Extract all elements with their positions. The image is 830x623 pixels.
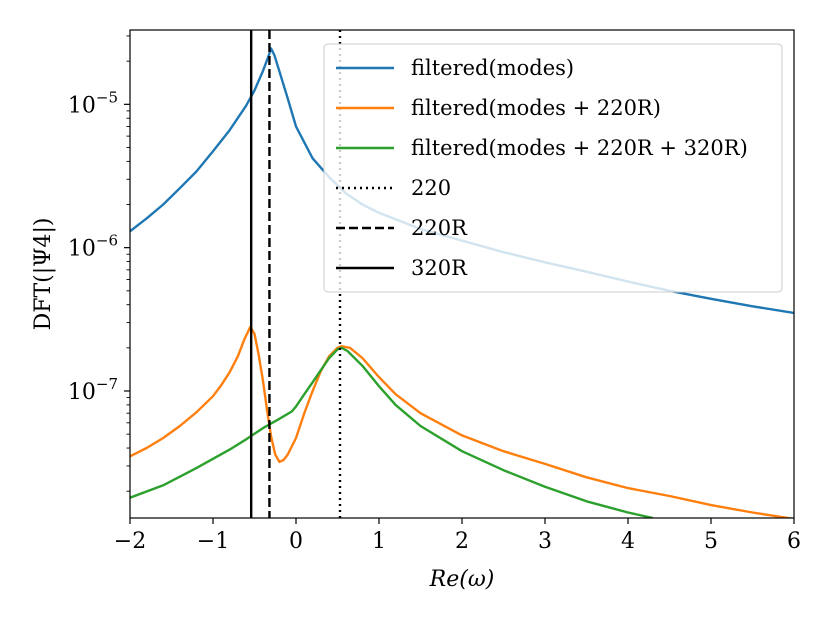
legend-entry: 220 bbox=[336, 176, 451, 200]
x-tick-label: 4 bbox=[621, 529, 635, 554]
series-line-3 bbox=[130, 346, 654, 518]
y-tick-exponent: −5 bbox=[96, 88, 118, 106]
y-tick-mantissa: 10 bbox=[68, 93, 96, 118]
x-tick-label: 5 bbox=[704, 529, 718, 554]
y-tick-label: 10−7 bbox=[68, 375, 118, 405]
x-tick-label: 0 bbox=[289, 529, 303, 554]
y-tick-label: 10−6 bbox=[68, 232, 118, 262]
x-tick-label: 6 bbox=[787, 529, 801, 554]
legend-entry: filtered(modes + 220R) bbox=[336, 96, 661, 120]
x-tick-label: 2 bbox=[455, 529, 469, 554]
legend-label: 220 bbox=[411, 176, 451, 200]
legend-label: 320R bbox=[411, 256, 468, 280]
x-tick-label: −1 bbox=[197, 529, 229, 554]
y-tick-mantissa: 10 bbox=[68, 237, 96, 262]
series-line-2 bbox=[130, 325, 794, 518]
y-axis-ticks: 10−510−610−7 bbox=[68, 35, 130, 492]
legend-label: filtered(modes) bbox=[411, 56, 574, 80]
legend-entry: 220R bbox=[336, 216, 468, 240]
legend-entry: filtered(modes) bbox=[336, 56, 574, 80]
x-axis-title: Re(ω) bbox=[429, 567, 495, 592]
legend-label: filtered(modes + 220R + 320R) bbox=[411, 136, 748, 160]
x-axis-title-re: Re bbox=[429, 567, 460, 592]
y-tick-exponent: −6 bbox=[96, 232, 118, 250]
y-tick-exponent: −7 bbox=[96, 375, 118, 393]
legend-label: filtered(modes + 220R) bbox=[411, 96, 661, 120]
y-axis-title: DFT(|Ψ4|) bbox=[31, 218, 56, 331]
x-axis-title-omega: (ω) bbox=[459, 567, 494, 592]
legend: filtered(modes) filtered(modes + 220R) fil… bbox=[323, 43, 783, 293]
x-tick-label: 3 bbox=[538, 529, 552, 554]
y-tick-label: 10−5 bbox=[68, 88, 118, 118]
y-tick-mantissa: 10 bbox=[68, 380, 96, 405]
legend-entry: filtered(modes + 220R + 320R) bbox=[336, 136, 748, 160]
vline-layer bbox=[249, 30, 342, 518]
legend-label: 220R bbox=[411, 216, 468, 240]
legend-entry: 320R bbox=[336, 256, 468, 280]
x-tick-label: 1 bbox=[372, 529, 386, 554]
x-axis-ticks: −2 −1 0 1 2 3 4 5 6 bbox=[114, 518, 801, 554]
x-tick-label: −2 bbox=[114, 529, 146, 554]
legend-box bbox=[323, 43, 783, 293]
